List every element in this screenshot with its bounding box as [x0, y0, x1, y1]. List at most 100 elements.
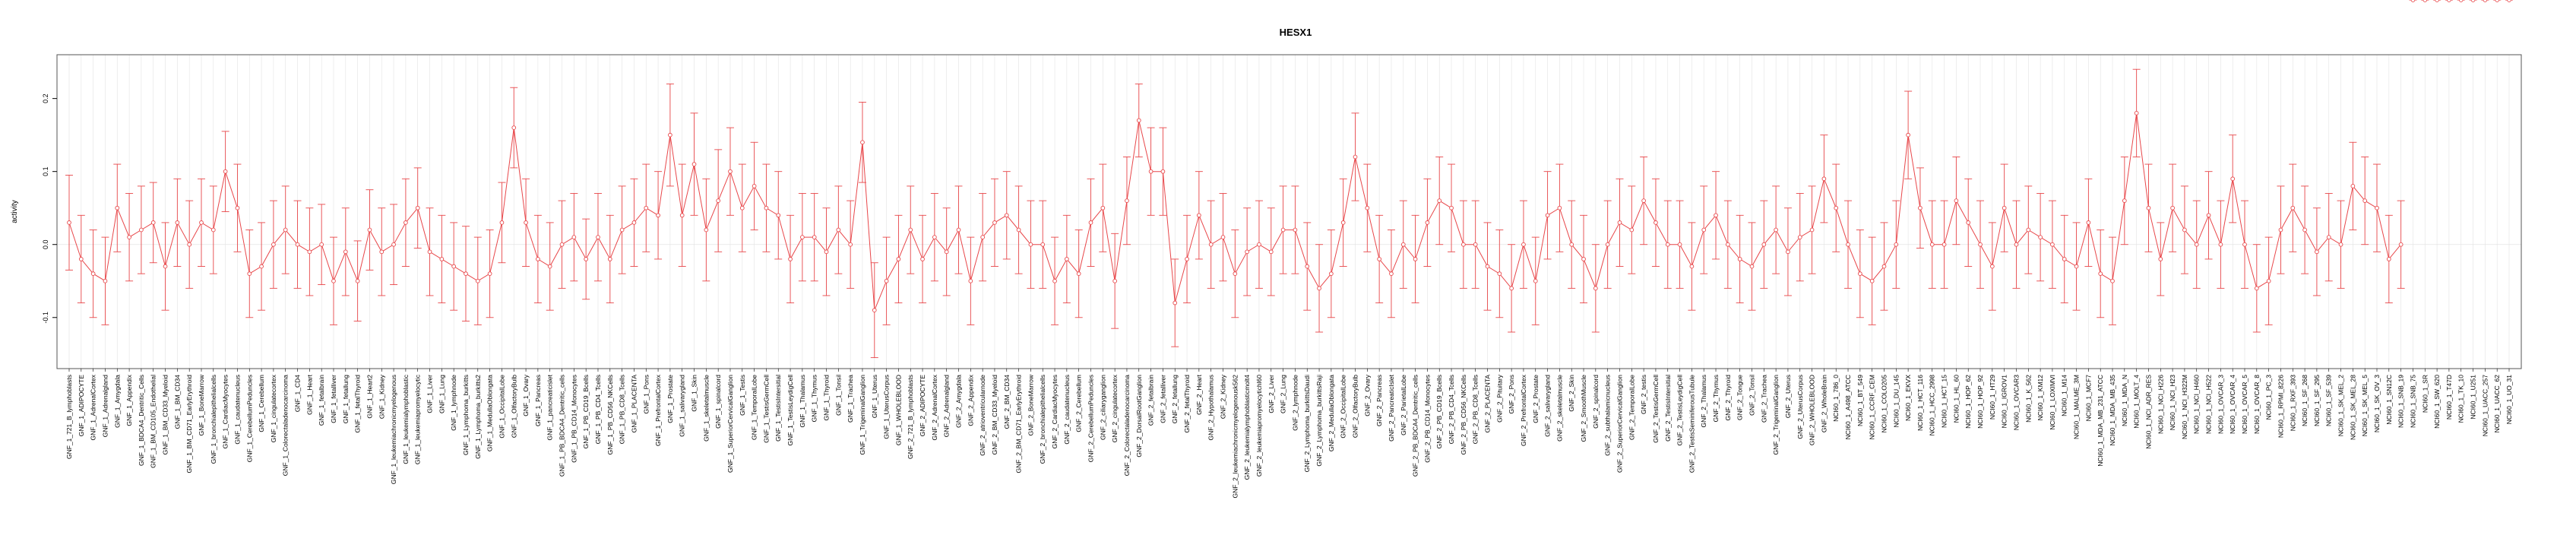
x-tick-label: NCI60_1_HCT_15 — [1941, 375, 1948, 428]
x-tick-label: GNF_2_SuperiorCervicalGanglion — [1616, 375, 1623, 473]
x-tick-label: NCI60_1_NCI_H460 — [2193, 375, 2201, 434]
data-point — [728, 169, 733, 174]
x-tick-label: GNF_2_leukemiachronicmyelogenousk562 — [1231, 375, 1239, 499]
data-point — [536, 257, 540, 261]
data-point — [1918, 205, 1923, 211]
data-point — [896, 257, 901, 261]
data-point — [1425, 220, 1430, 225]
x-tick-label: GNF_1_Cerebellum — [258, 375, 265, 432]
x-tick-label: GNF_1_leukemiapromyelocytic — [414, 374, 422, 464]
x-tick-label: GNF_2_OlfactoryBulb — [1351, 375, 1359, 438]
x-tick-label: NCI60_1_SK_OV_3 — [2373, 375, 2381, 432]
data-point — [2062, 257, 2067, 261]
data-point — [980, 235, 985, 239]
x-tick-label: GNF_2_OccipitalLobe — [1340, 375, 1347, 439]
x-tick-label: GNF_1_PB_CD8_Tcells — [619, 375, 626, 444]
data-point — [1208, 242, 1214, 247]
x-tick-label: GNF_2_ParietalLobe — [1400, 375, 1407, 435]
data-point — [1377, 257, 1381, 261]
x-tick-label: GNF_2_fetalThyroid — [1183, 375, 1191, 433]
data-point — [1125, 198, 1129, 203]
x-tick-label: GNF_2_AdrenalCortex — [931, 374, 938, 440]
data-point — [1857, 271, 1862, 276]
x-tick-label: NCI60_1_MDA_MB_435 — [2109, 375, 2116, 446]
data-point — [210, 227, 216, 233]
x-tick-label: GNF_1_TestisGermCell — [762, 375, 770, 443]
data-point — [379, 249, 385, 255]
data-point — [1172, 300, 1178, 306]
x-tick-label: GNF_2_testis — [1640, 375, 1647, 414]
data-point — [1786, 249, 1790, 255]
data-point — [2470, 0, 2476, 2]
x-tick-label: GNF_1_bronchialepithelialcells — [210, 375, 217, 464]
data-point — [235, 205, 240, 211]
x-tick-label: GNF_2_PB_CD8_Tcells — [1472, 375, 1479, 444]
data-point — [2302, 227, 2307, 233]
data-point — [1305, 264, 1310, 269]
data-point — [1617, 220, 1622, 225]
x-tick-label: NCI60_1_SF_295 — [2313, 375, 2321, 426]
data-point — [1989, 264, 1995, 269]
x-tick-label: GNF_2_Uterus — [1784, 375, 1792, 418]
x-tick-label: GNF_1_TestisLeydigCell — [786, 375, 794, 446]
data-point — [691, 162, 697, 166]
x-tick-label: GNF_2_Trachea — [1760, 375, 1767, 423]
x-tick-label: GNF_1_OccipitalLobe — [498, 375, 505, 439]
x-tick-label: NCI60_1_NCI_H23 — [2169, 375, 2176, 431]
x-tick-label: GNF_1_Heart2 — [366, 375, 373, 419]
data-point — [1737, 257, 1742, 261]
x-tick-label: GNF_1_Amygdala — [113, 375, 121, 428]
x-tick-label: GNF_1_fetalliver — [330, 375, 337, 423]
x-tick-label: GNF_1_Ovary — [522, 374, 530, 416]
data-point — [1136, 118, 1141, 123]
x-tick-label: GNF_1_fetalbrain — [318, 375, 325, 426]
data-point — [2026, 227, 2031, 233]
x-tick-label: GNF_2_WHOLEBLOOD — [1809, 375, 1816, 445]
x-tick-label: GNF_1_721_B_lymphoblasts — [65, 375, 73, 459]
x-tick-label: GNF_1_MedullaOblongata — [486, 375, 494, 451]
x-tick-label: GNF_2_TemporalLobe — [1628, 375, 1635, 440]
x-tick-label: NCI60_1_SNB_75 — [2409, 375, 2416, 428]
data-point — [1821, 176, 1827, 182]
y-tick-label: 0.2 — [42, 93, 49, 103]
data-point — [367, 227, 372, 233]
data-point — [1894, 242, 1899, 247]
x-tick-label: NCI60_1_NCI_ADR_RES — [2144, 375, 2152, 449]
x-tick-label: GNF_1_Pons — [642, 375, 650, 414]
x-tick-label: GNF_2_BM_CD33_Myeloid — [991, 375, 998, 455]
data-point — [1197, 213, 1201, 218]
x-tick-label: GNF_1_TrigeminalGanglion — [859, 375, 866, 455]
x-tick-label: GNF_1_spinalcord — [714, 375, 722, 429]
x-tick-label: GNF_2_Tonsil — [1748, 375, 1755, 416]
data-point — [487, 271, 492, 276]
data-point — [524, 220, 528, 225]
y-tick-label: 0.0 — [42, 239, 49, 249]
data-point — [571, 235, 577, 239]
data-point — [1869, 278, 1875, 283]
data-point — [2495, 0, 2500, 2]
data-point — [812, 235, 817, 239]
x-tick-label: NCI60_1_SN12C — [2385, 375, 2393, 425]
x-tick-label: NCI60_1_A498_ATCC — [1844, 375, 1852, 439]
data-point — [139, 227, 144, 233]
data-point — [704, 227, 709, 233]
x-tick-label: GNF_1_BM_CD71_EarlyErythroid — [185, 375, 193, 473]
x-tick-label: GNF_1_PLACENTA — [630, 375, 638, 433]
data-point — [2110, 278, 2115, 283]
data-point — [1400, 242, 1406, 247]
data-point — [1725, 242, 1730, 247]
x-tick-label: GNF_1_Thyroid — [823, 375, 831, 421]
x-tick-label: GNF_2_fetalliver — [1159, 375, 1166, 423]
data-point — [2375, 205, 2379, 211]
x-tick-label: NCI60_1_SF_539 — [2325, 375, 2333, 426]
x-tick-label: GNF_1_fetalThyroid — [354, 375, 362, 433]
data-point — [908, 227, 913, 233]
data-point — [1340, 220, 1346, 225]
data-point — [2074, 264, 2079, 269]
x-tick-label: GNF_2_salivarygland — [1544, 375, 1552, 437]
data-point — [2483, 0, 2488, 2]
data-point — [2447, 0, 2451, 2]
data-point — [1654, 220, 1658, 225]
data-point — [1665, 242, 1670, 247]
x-tick-label: GNF_2_lymphnode — [1291, 375, 1299, 431]
